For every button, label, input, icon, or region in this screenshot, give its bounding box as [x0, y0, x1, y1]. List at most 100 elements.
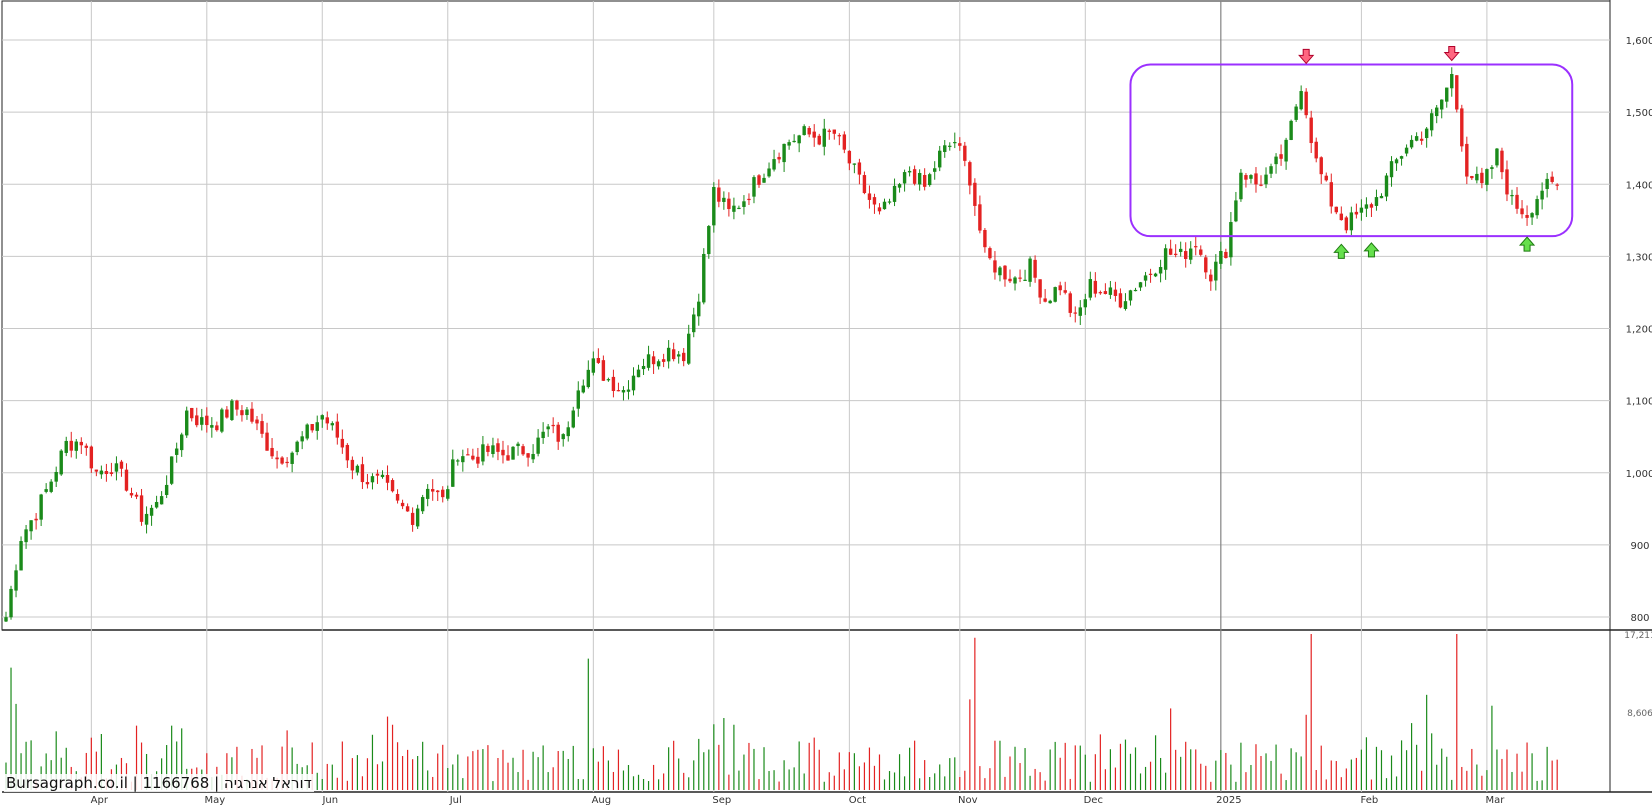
candle-body — [1414, 136, 1419, 141]
candle-body — [215, 425, 219, 431]
candle-body — [1359, 207, 1364, 213]
candle-body — [1128, 290, 1133, 301]
candle-body — [436, 490, 440, 493]
candle-body — [300, 436, 304, 442]
candle-body — [400, 502, 405, 507]
candle-body — [1098, 292, 1103, 294]
candle-body — [1525, 215, 1529, 218]
candle-body — [1419, 138, 1424, 141]
candle-body — [1550, 176, 1554, 182]
price-tick-label: 1,300 — [1626, 252, 1652, 263]
candle-body — [591, 358, 596, 373]
candle-body — [285, 461, 289, 464]
candle-body — [767, 168, 771, 177]
candle-body — [1264, 174, 1268, 185]
candle-body — [1470, 175, 1474, 179]
candle-body — [1229, 222, 1233, 258]
candle-body — [149, 507, 154, 516]
price-tick-label: 900 — [1630, 541, 1649, 552]
month-label: 2025 — [1216, 795, 1241, 806]
candle-body — [270, 447, 274, 457]
month-label: Mar — [1485, 795, 1505, 806]
candle-body — [917, 172, 922, 185]
candle-body — [240, 410, 244, 416]
candle-body — [1239, 172, 1243, 200]
candle-body — [1178, 248, 1183, 252]
up-arrow-marker — [1363, 242, 1380, 258]
candle-body — [1394, 159, 1399, 164]
down-arrow-marker — [1298, 48, 1315, 65]
candle-body — [732, 205, 736, 212]
candle-body — [320, 415, 324, 420]
candle-body — [79, 441, 83, 446]
candle-body — [862, 175, 867, 194]
candle-body — [571, 410, 575, 428]
candle-body — [958, 143, 962, 146]
candle-body — [671, 349, 676, 360]
candle-body — [340, 438, 345, 448]
candle-body — [164, 484, 169, 495]
candle-body — [973, 182, 977, 206]
candle-body — [1344, 217, 1349, 231]
month-label: Sep — [712, 795, 731, 806]
candle-body — [154, 501, 159, 508]
candle-body — [1108, 287, 1113, 295]
candle-body — [486, 445, 490, 452]
candle-body — [1043, 298, 1047, 302]
price-tick-label: 1,500 — [1626, 108, 1652, 119]
candle-body — [255, 419, 259, 424]
candle-body — [1028, 258, 1032, 282]
candle-body — [345, 444, 350, 461]
candle-body — [927, 174, 932, 186]
candle-body — [867, 193, 872, 200]
candle-body — [1118, 293, 1123, 308]
candle-body — [114, 463, 119, 472]
candle-body — [59, 450, 63, 475]
candle-body — [1123, 301, 1128, 309]
candle-body — [431, 489, 435, 492]
candle-body — [245, 409, 249, 416]
candle-body — [1168, 248, 1173, 255]
candle-body — [134, 494, 139, 497]
candle-body — [1078, 307, 1082, 316]
candle-body — [295, 441, 299, 453]
candle-body — [832, 129, 836, 134]
candle-body — [39, 494, 43, 520]
candle-body — [1399, 156, 1404, 159]
up-arrow-marker — [1518, 236, 1536, 252]
candle-body — [119, 461, 124, 469]
candle-body — [636, 369, 641, 378]
candle-body — [1018, 277, 1022, 279]
candle-body — [54, 471, 58, 482]
candle-body — [415, 508, 420, 527]
candle-body — [44, 489, 48, 492]
candle-body — [727, 198, 731, 210]
candle-body — [1294, 106, 1298, 120]
candle-body — [1209, 274, 1213, 282]
candle-body — [948, 145, 952, 147]
candle-body — [446, 489, 450, 499]
candle-body — [99, 470, 104, 475]
candle-body — [1234, 200, 1238, 222]
candle-body — [707, 226, 711, 255]
candle-body — [350, 459, 355, 471]
candle-body — [1053, 287, 1057, 302]
candle-body — [837, 135, 842, 137]
candle-body — [220, 409, 224, 432]
candle-body — [611, 376, 616, 391]
candle-body — [481, 444, 485, 462]
candle-body — [49, 481, 53, 492]
price-tick-label: 1,100 — [1626, 397, 1652, 408]
candle-body — [646, 354, 651, 368]
candle-body — [1455, 75, 1459, 110]
volume-tick-label: 17,211 — [1624, 631, 1652, 641]
candle-body — [380, 474, 385, 478]
candle-body — [882, 201, 887, 210]
candle-body — [395, 493, 400, 501]
candle-body — [872, 197, 877, 205]
candle-body — [1289, 120, 1293, 140]
candle-body — [69, 440, 73, 451]
candle-body — [1194, 246, 1198, 248]
